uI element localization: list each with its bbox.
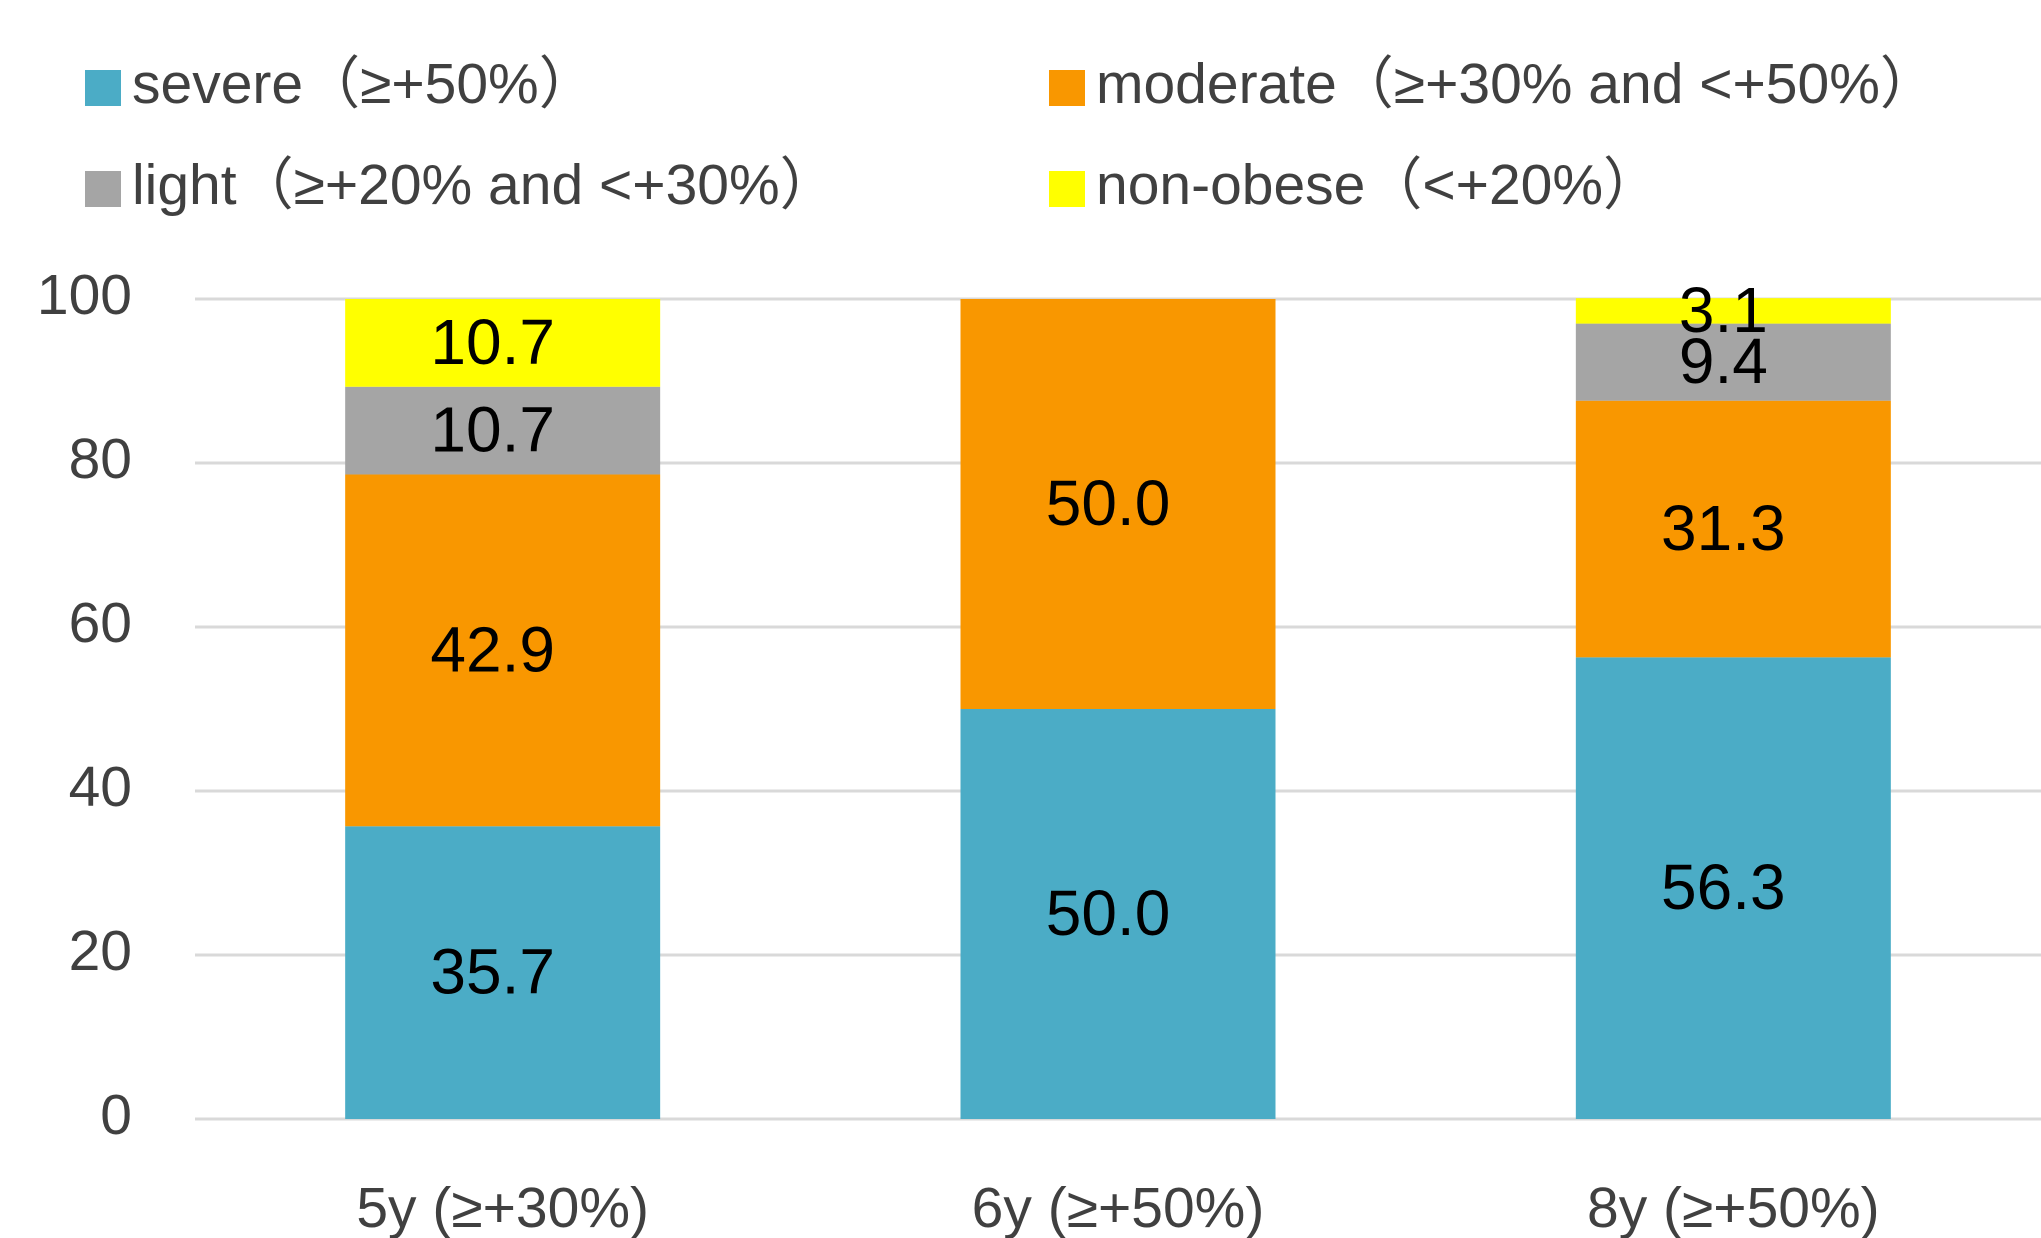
y-tick-label: 0 (100, 1083, 132, 1147)
legend-swatch (85, 171, 121, 207)
bar-segment (1575, 323, 1891, 401)
bar-segment (1575, 657, 1891, 1119)
legend-label: moderate（≥+30% and <+50%） (1096, 52, 1937, 116)
bar-segment (1575, 298, 1891, 324)
data-label: 3.1 (1679, 274, 1768, 346)
x-tick-label: 8y (≥+50%) (1587, 1176, 1880, 1238)
legend-swatch (1049, 171, 1085, 207)
legend-swatch (85, 70, 121, 106)
data-label: 9.4 (1679, 325, 1768, 397)
bar-segment (345, 826, 661, 1119)
bar-segment (1575, 400, 1891, 658)
legend-label: severe（≥+50%） (132, 52, 596, 116)
data-label: 35.7 (430, 936, 555, 1008)
bar-segment (960, 709, 1276, 1119)
y-tick-label: 80 (69, 427, 132, 491)
x-tick-label: 6y (≥+50%) (972, 1176, 1265, 1238)
y-tick-label: 40 (69, 755, 132, 819)
data-label: 50.0 (1046, 467, 1171, 539)
data-label: 31.3 (1661, 492, 1786, 564)
x-tick-label: 5y (≥+30%) (356, 1176, 649, 1238)
data-label: 10.7 (430, 394, 555, 466)
legend-swatch (1049, 70, 1085, 106)
bar-segment (345, 386, 661, 475)
data-label: 10.7 (430, 306, 555, 378)
legend-label: light（≥+20% and <+30%） (132, 153, 837, 217)
data-label: 42.9 (430, 613, 555, 685)
y-tick-label: 100 (37, 263, 132, 327)
y-tick-label: 20 (69, 919, 132, 983)
y-tick-label: 60 (69, 591, 132, 655)
data-label: 56.3 (1661, 851, 1786, 923)
bar-segment (345, 299, 661, 387)
bar-segment (960, 299, 1276, 709)
legend-label: non-obese（<+20%） (1096, 153, 1660, 217)
bar-segment (345, 474, 661, 827)
data-label: 50.0 (1046, 877, 1171, 949)
